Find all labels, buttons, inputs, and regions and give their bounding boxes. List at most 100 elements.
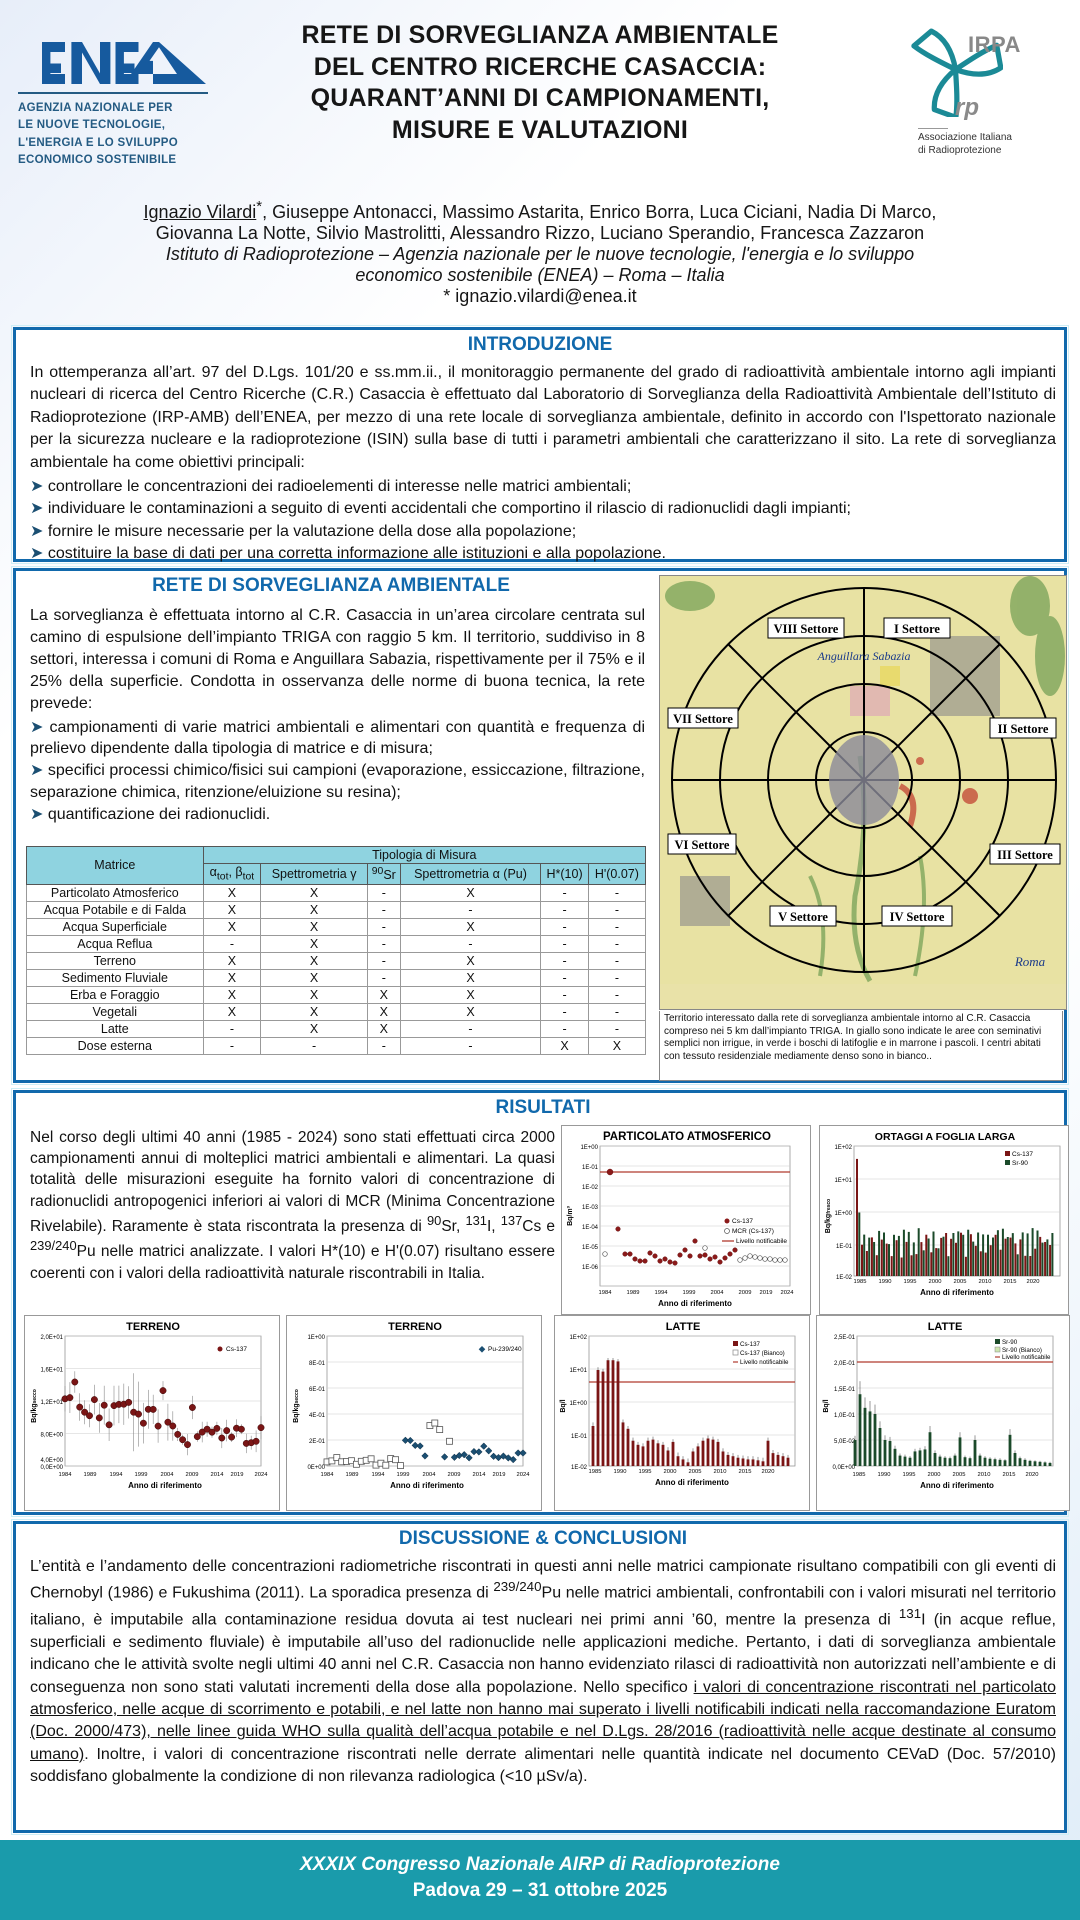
svg-text:0,0E+00: 0,0E+00 [40,1465,63,1471]
svg-text:Cs-137 (Bianco): Cs-137 (Bianco) [740,1350,785,1357]
svg-text:1994: 1994 [372,1472,386,1478]
svg-text:1990: 1990 [878,1472,891,1478]
svg-text:1994: 1994 [655,1290,669,1296]
svg-text:V Settore: V Settore [778,910,828,924]
svg-text:2000: 2000 [664,1469,677,1475]
svg-text:1E+02: 1E+02 [834,1145,852,1151]
svg-text:1985: 1985 [853,1472,866,1478]
svg-text:1E-01: 1E-01 [836,1244,853,1250]
svg-text:0,0E+00: 0,0E+00 [832,1465,855,1471]
svg-text:2024: 2024 [517,1472,531,1478]
svg-text:2000: 2000 [928,1472,941,1478]
svg-text:1999: 1999 [397,1472,410,1478]
svg-text:1999: 1999 [135,1472,148,1478]
svg-text:2E-01: 2E-01 [309,1439,326,1445]
svg-text:1984: 1984 [59,1472,73,1478]
svg-text:Bq/m³: Bq/m³ [567,1205,574,1226]
svg-text:2005: 2005 [953,1472,966,1478]
svg-text:II Settore: II Settore [998,722,1049,736]
svg-text:1,6E+01: 1,6E+01 [40,1368,63,1374]
svg-text:2010: 2010 [714,1469,727,1475]
svg-text:2014: 2014 [211,1472,225,1478]
svg-text:1E-01: 1E-01 [582,1165,599,1171]
svg-text:ORTAGGI A FOGLIA LARGA: ORTAGGI A FOGLIA LARGA [875,1131,1016,1143]
svg-text:1E-03: 1E-03 [582,1205,599,1211]
svg-text:Livello notificabile: Livello notificabile [740,1359,789,1366]
svg-text:VI Settore: VI Settore [675,838,730,852]
svg-text:2020: 2020 [1027,1279,1040,1285]
svg-text:2,5E-01: 2,5E-01 [834,1335,856,1341]
svg-text:2020: 2020 [762,1469,775,1475]
svg-text:4E-01: 4E-01 [309,1413,326,1419]
svg-text:Livello notificabile: Livello notificabile [1002,1354,1051,1361]
svg-text:1989: 1989 [346,1472,359,1478]
svg-text:1985: 1985 [854,1279,867,1285]
svg-text:Cs-137: Cs-137 [740,1341,761,1348]
svg-text:Sr-90 (Bianco): Sr-90 (Bianco) [1002,1347,1042,1354]
svg-text:2,0E+01: 2,0E+01 [40,1335,63,1341]
svg-text:2,0E-01: 2,0E-01 [834,1361,856,1367]
svg-text:1999: 1999 [683,1290,696,1296]
svg-text:2015: 2015 [1004,1279,1017,1285]
svg-text:1E-04: 1E-04 [582,1225,599,1231]
svg-text:4,0E+00: 4,0E+00 [40,1458,63,1464]
svg-text:I Settore: I Settore [894,622,940,636]
svg-text:2015: 2015 [1003,1472,1016,1478]
svg-text:1994: 1994 [110,1472,124,1478]
svg-text:2004: 2004 [711,1290,725,1296]
svg-text:Anno di riferimento: Anno di riferimento [658,1299,732,1308]
svg-text:1995: 1995 [903,1472,916,1478]
svg-text:LATTE: LATTE [928,1321,963,1333]
svg-text:2005: 2005 [954,1279,967,1285]
svg-text:2009: 2009 [186,1472,199,1478]
svg-text:2019: 2019 [760,1290,773,1296]
svg-text:8E-01: 8E-01 [309,1361,326,1367]
svg-text:1E+01: 1E+01 [834,1178,852,1184]
svg-text:LATTE: LATTE [666,1321,701,1333]
svg-text:VIII Settore: VIII Settore [774,622,839,636]
svg-text:Anno di riferimento: Anno di riferimento [920,1481,994,1490]
svg-text:1E-02: 1E-02 [836,1275,853,1281]
svg-text:Anno di riferimento: Anno di riferimento [390,1481,464,1490]
svg-text:Livello notificabile: Livello notificabile [736,1238,787,1245]
svg-text:1990: 1990 [879,1279,892,1285]
svg-text:2010: 2010 [978,1472,991,1478]
svg-text:IV Settore: IV Settore [890,910,945,924]
svg-text:PARTICOLATO ATMOSFERICO: PARTICOLATO ATMOSFERICO [603,1131,771,1143]
svg-text:Bq/kgsecco: Bq/kgsecco [31,1389,38,1423]
svg-text:1995: 1995 [904,1279,917,1285]
svg-text:1E-02: 1E-02 [571,1465,588,1471]
svg-text:2004: 2004 [161,1472,175,1478]
svg-text:2024: 2024 [781,1290,795,1296]
svg-text:MCR (Cs-137): MCR (Cs-137) [732,1228,774,1235]
svg-text:Sr-90: Sr-90 [1002,1339,1018,1346]
svg-text:Cs-137: Cs-137 [1012,1151,1033,1158]
svg-text:1,2E+01: 1,2E+01 [40,1400,63,1406]
svg-text:1E+00: 1E+00 [834,1211,852,1217]
svg-text:1E-01: 1E-01 [571,1434,588,1440]
svg-text:2014: 2014 [473,1472,487,1478]
svg-text:1,5E-01: 1,5E-01 [834,1387,856,1393]
svg-text:0E+00: 0E+00 [307,1465,325,1471]
svg-text:Cs-137: Cs-137 [226,1346,247,1353]
svg-text:Cs-137: Cs-137 [732,1218,753,1225]
svg-text:TERRENO: TERRENO [126,1321,180,1333]
svg-text:1989: 1989 [84,1472,97,1478]
svg-text:1985: 1985 [589,1469,602,1475]
svg-text:Bq/l: Bq/l [560,1399,567,1412]
svg-text:1E+00: 1E+00 [580,1145,598,1151]
svg-text:TERRENO: TERRENO [388,1321,442,1333]
svg-text:1989: 1989 [627,1290,640,1296]
svg-text:1984: 1984 [599,1290,613,1296]
svg-text:1E+00: 1E+00 [569,1401,587,1407]
svg-text:1E-05: 1E-05 [582,1245,599,1251]
svg-text:1984: 1984 [321,1472,335,1478]
svg-text:Bq/l: Bq/l [823,1399,830,1412]
svg-text:Anguillara Sabazia: Anguillara Sabazia [816,649,910,663]
svg-text:1E+02: 1E+02 [569,1335,587,1341]
svg-text:Roma: Roma [1014,954,1046,969]
svg-text:Anno di riferimento: Anno di riferimento [920,1288,994,1297]
svg-text:2019: 2019 [493,1472,506,1478]
svg-text:2010: 2010 [979,1279,992,1285]
svg-text:1E+01: 1E+01 [569,1368,587,1374]
